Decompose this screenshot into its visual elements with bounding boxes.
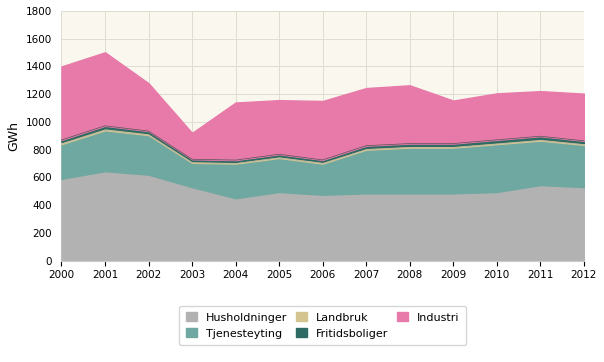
Legend: Husholdninger, Tjenesteyting, Landbruk, Fritidsboliger, Industri: Husholdninger, Tjenesteyting, Landbruk, …: [179, 306, 466, 345]
Y-axis label: GWh: GWh: [7, 121, 20, 151]
